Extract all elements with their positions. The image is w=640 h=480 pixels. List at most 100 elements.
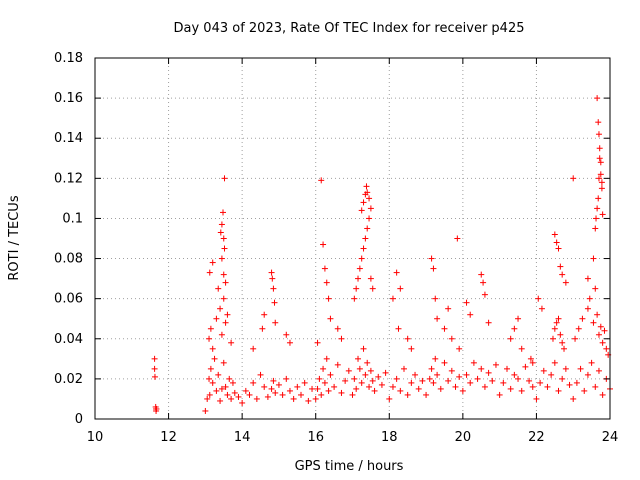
data-point <box>331 383 338 390</box>
data-point <box>269 275 276 282</box>
data-point <box>592 383 599 390</box>
data-point <box>597 323 604 330</box>
data-point <box>594 205 601 212</box>
data-point <box>515 315 522 322</box>
data-point <box>231 389 238 396</box>
data-point <box>338 389 345 396</box>
data-point <box>518 387 525 394</box>
data-point <box>250 345 257 352</box>
data-point <box>434 315 441 322</box>
data-point <box>584 305 591 312</box>
data-point <box>559 271 566 278</box>
data-point <box>478 271 485 278</box>
data-point <box>397 285 404 292</box>
data-point <box>544 383 551 390</box>
data-point <box>584 275 591 282</box>
data-point <box>279 391 286 398</box>
data-point <box>581 387 588 394</box>
data-point <box>489 377 496 384</box>
data-point <box>408 379 415 386</box>
data-point <box>507 335 514 342</box>
data-point <box>271 299 278 306</box>
data-point <box>246 391 253 398</box>
data-point <box>437 385 444 392</box>
data-point <box>353 285 360 292</box>
y-axis-label: ROTI / TECUs <box>7 195 22 280</box>
data-point <box>360 345 367 352</box>
data-point <box>283 375 290 382</box>
data-point <box>309 385 316 392</box>
data-point <box>213 387 220 394</box>
data-point <box>397 387 404 394</box>
data-point <box>445 305 452 312</box>
data-point <box>250 379 257 386</box>
data-point <box>535 295 542 302</box>
data-point <box>334 361 341 368</box>
data-point <box>228 339 235 346</box>
data-point <box>592 285 599 292</box>
data-point <box>599 339 606 346</box>
x-tick-label: 10 <box>87 430 104 445</box>
data-point <box>314 339 321 346</box>
data-point <box>305 397 312 404</box>
data-point <box>395 325 402 332</box>
data-point <box>463 371 470 378</box>
data-point <box>153 405 160 412</box>
x-axis-label: GPS time / hours <box>295 459 404 474</box>
data-point <box>595 131 602 138</box>
data-point <box>338 335 345 342</box>
data-point <box>598 185 605 192</box>
data-point <box>515 375 522 382</box>
data-point <box>511 371 518 378</box>
data-point <box>441 359 448 366</box>
data-point <box>360 245 367 252</box>
data-point <box>358 255 365 262</box>
data-point <box>206 375 213 382</box>
data-point <box>432 355 439 362</box>
x-tick-label: 12 <box>160 430 177 445</box>
data-point <box>557 331 564 338</box>
data-point <box>590 255 597 262</box>
x-tick-label: 14 <box>234 430 251 445</box>
data-point <box>272 319 279 326</box>
data-point <box>362 371 369 378</box>
data-point <box>217 305 224 312</box>
data-point <box>511 325 518 332</box>
data-point <box>555 245 562 252</box>
data-point <box>369 377 376 384</box>
data-point <box>389 383 396 390</box>
data-point <box>257 371 264 378</box>
data-point <box>316 375 323 382</box>
data-point <box>209 259 216 266</box>
data-point <box>586 295 593 302</box>
data-point <box>206 391 213 398</box>
data-point <box>570 395 577 402</box>
data-point <box>321 379 328 386</box>
data-point <box>367 205 374 212</box>
data-point <box>555 387 562 394</box>
data-point <box>595 119 602 126</box>
data-point <box>323 355 330 362</box>
grid-lines <box>95 58 610 419</box>
data-point <box>573 379 580 386</box>
data-point <box>218 385 225 392</box>
data-point <box>548 371 555 378</box>
data-point <box>382 369 389 376</box>
chart-title: Day 043 of 2023, Rate Of TEC Index for r… <box>174 21 525 36</box>
data-point <box>221 245 228 252</box>
data-point <box>235 393 242 400</box>
data-point <box>526 377 533 384</box>
data-point <box>213 315 220 322</box>
data-point <box>215 285 222 292</box>
y-tick-label: 0.12 <box>54 171 83 186</box>
y-tick-label: 0.18 <box>54 51 83 66</box>
data-point <box>575 325 582 332</box>
data-point <box>209 379 216 386</box>
data-point <box>290 395 297 402</box>
data-point <box>533 395 540 402</box>
data-point <box>220 235 227 242</box>
data-point <box>555 315 562 322</box>
data-point <box>356 365 363 372</box>
x-tick-label: 20 <box>455 430 472 445</box>
data-point <box>218 255 225 262</box>
